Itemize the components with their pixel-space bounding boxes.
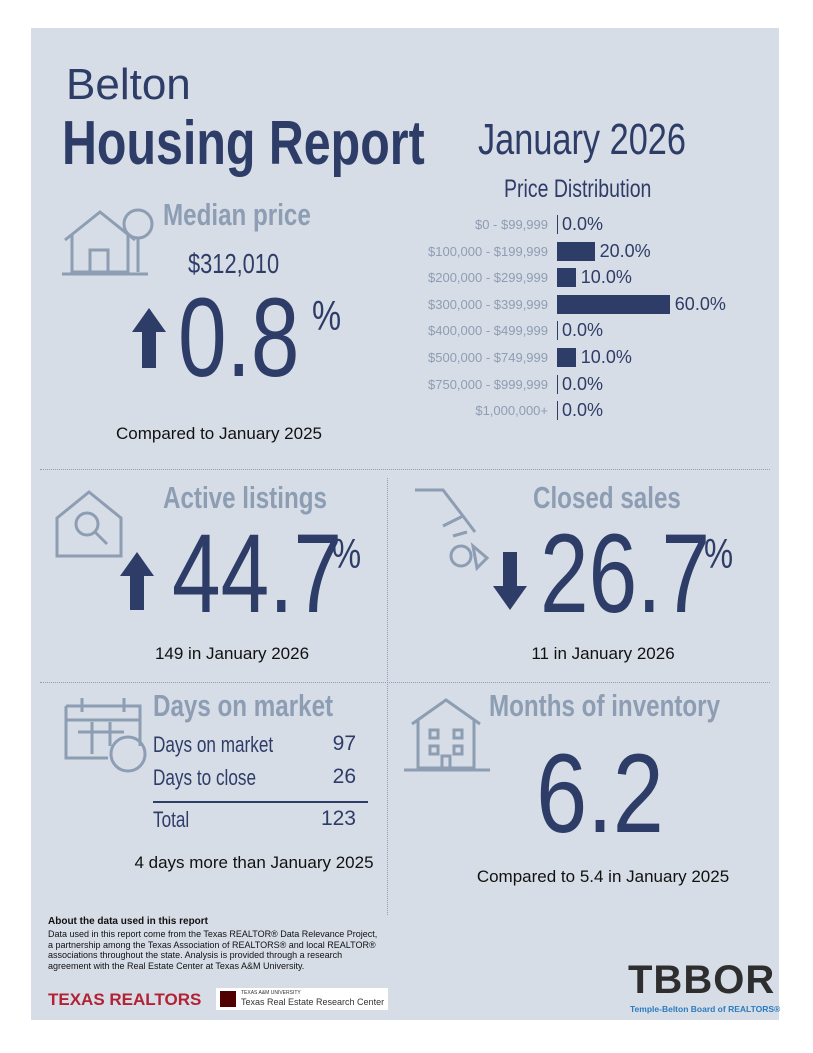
search-house-icon bbox=[55, 490, 123, 558]
range-label: $0 - $99,999 bbox=[474, 217, 548, 232]
tamu-label: TEXAS A&M UNIVERSITY bbox=[241, 990, 301, 996]
active-note: 149 in January 2026 bbox=[154, 644, 310, 663]
axis-tick bbox=[557, 321, 558, 341]
period: January 2026 bbox=[478, 115, 686, 164]
up-arrow bbox=[132, 308, 166, 368]
median-unit: % bbox=[312, 292, 342, 339]
up-arrow bbox=[120, 552, 154, 610]
bar-value-label: 0.0% bbox=[562, 373, 604, 394]
days-row-label: Days on market bbox=[153, 732, 274, 757]
range-label: $400,000 - $499,999 bbox=[428, 323, 548, 339]
bar-value-label: 0.0% bbox=[562, 214, 604, 234]
axis-tick bbox=[557, 215, 558, 234]
total-rule bbox=[153, 801, 368, 803]
closed-change: 26.7 bbox=[540, 511, 711, 636]
tbbor-logo: TBBOR bbox=[628, 958, 776, 1002]
median-note: Compared to January 2025 bbox=[115, 424, 323, 443]
inventory-value: 6.2 bbox=[536, 731, 664, 856]
range-label: $750,000 - $999,999 bbox=[428, 376, 548, 392]
bar-value-label: 60.0% bbox=[674, 293, 726, 314]
divider bbox=[40, 682, 770, 683]
closed-unit: % bbox=[704, 530, 734, 577]
divider bbox=[40, 469, 770, 470]
median-change: 0.8 bbox=[178, 275, 300, 400]
bar-value-label: 0.0% bbox=[562, 400, 604, 421]
axis-tick bbox=[557, 401, 558, 421]
bar-value-label: 20.0% bbox=[599, 240, 651, 261]
bar bbox=[557, 294, 670, 314]
median-title: Median price bbox=[163, 197, 311, 232]
bar bbox=[557, 268, 576, 288]
closed-title: Closed sales bbox=[533, 480, 681, 515]
range-label: $500,000 - $749,999 bbox=[428, 350, 548, 365]
days-row-value: 26 bbox=[332, 765, 356, 788]
range-label: $1,000,000+ bbox=[475, 403, 548, 419]
about-title: About the data used in this report bbox=[48, 916, 209, 927]
key-icon bbox=[415, 488, 490, 572]
title: Housing Report bbox=[62, 109, 425, 178]
building-icon bbox=[404, 698, 490, 772]
about-text: Data used in this report come from the T… bbox=[48, 929, 378, 971]
tamu-mark bbox=[220, 991, 236, 1007]
bar bbox=[557, 348, 576, 367]
price-distribution-title: Price Distribution bbox=[504, 175, 652, 203]
inventory-title: Months of inventory bbox=[489, 688, 721, 723]
bar-value-label: 0.0% bbox=[562, 320, 604, 341]
panel bbox=[31, 28, 779, 1020]
range-label: $300,000 - $399,999 bbox=[428, 296, 548, 312]
range-label: $200,000 - $299,999 bbox=[428, 270, 548, 286]
range-label: $100,000 - $199,999 bbox=[428, 243, 548, 259]
recenter-label: Texas Real Estate Research Center bbox=[241, 997, 385, 1007]
texas-realtors-logo: TEXAS REALTORS bbox=[48, 990, 202, 1009]
days-total-value: 123 bbox=[320, 807, 356, 830]
divider bbox=[387, 478, 388, 915]
active-unit: % bbox=[332, 530, 362, 577]
bar-value-label: 10.0% bbox=[580, 347, 632, 367]
inventory-note: Compared to 5.4 in January 2025 bbox=[476, 867, 730, 886]
days-row-label: Days to close bbox=[153, 765, 257, 790]
axis-tick bbox=[557, 374, 558, 394]
tamu-logo bbox=[216, 988, 388, 1010]
bar-value-label: 10.0% bbox=[580, 267, 632, 288]
house-icon bbox=[62, 208, 154, 276]
days-title: Days on market bbox=[153, 688, 334, 723]
down-arrow bbox=[493, 552, 527, 610]
bar bbox=[557, 241, 595, 261]
days-note: 4 days more than January 2025 bbox=[134, 853, 374, 872]
calendar-icon bbox=[64, 698, 147, 773]
closed-note: 11 in January 2026 bbox=[531, 644, 675, 663]
active-change: 44.7 bbox=[172, 511, 343, 636]
tbbor-name: Temple-Belton Board of REALTORS® bbox=[630, 1004, 781, 1014]
median-price: $312,010 bbox=[188, 248, 280, 279]
days-row-value: 97 bbox=[332, 732, 356, 755]
city: Belton bbox=[66, 60, 191, 109]
days-total-label: Total bbox=[153, 807, 190, 832]
active-title: Active listings bbox=[163, 480, 327, 515]
